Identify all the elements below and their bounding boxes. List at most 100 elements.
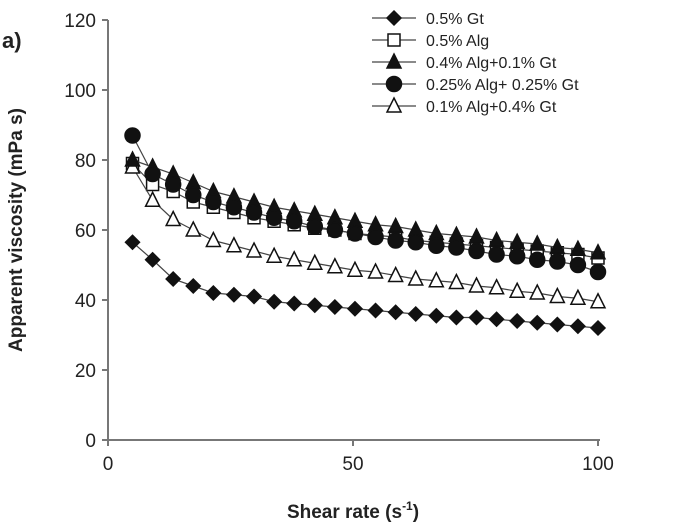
series-3 — [124, 127, 607, 281]
data-point-triangle — [144, 190, 161, 207]
axes: 0 20 40 60 80 100 120 0 50 100 — [64, 11, 614, 475]
data-point-circle — [468, 242, 485, 260]
data-point-triangle — [225, 236, 243, 253]
legend: 0.5% Gt 0.5% Alg 0.4% Alg+0.1% Gt 0.25% Alg… — [372, 9, 579, 116]
panel-label: a) — [2, 28, 22, 53]
x-tick-label: 50 — [342, 454, 363, 475]
data-point-triangle — [164, 209, 182, 227]
data-point-triangle — [245, 241, 263, 258]
series-line — [132, 163, 599, 259]
data-point-circle — [185, 186, 202, 204]
data-point-triangle — [367, 262, 384, 279]
data-point-triangle — [387, 265, 404, 283]
data-point-diamond — [549, 316, 566, 333]
x-tick-label: 100 — [582, 454, 614, 475]
data-point-triangle — [488, 278, 505, 295]
data-point-circle — [124, 127, 141, 144]
legend-label: 0.5% Alg — [426, 33, 489, 50]
legend-label: 0.4% Alg+0.1% Gt — [426, 55, 557, 72]
data-point-triangle — [385, 52, 403, 69]
data-point-circle — [385, 75, 403, 93]
data-point-circle — [428, 237, 445, 254]
y-tick-label: 0 — [85, 431, 96, 452]
data-point-circle — [488, 246, 505, 263]
data-point-circle — [569, 256, 587, 274]
data-point-diamond — [346, 300, 364, 317]
legend-label: 0.25% Alg+ 0.25% Gt — [426, 77, 579, 94]
data-point-circle — [285, 213, 303, 230]
data-point-circle — [367, 228, 384, 246]
data-point-circle — [448, 239, 465, 256]
y-axis-label: Apparent viscosity (mPa s) — [6, 108, 27, 352]
data-point-circle — [387, 232, 404, 249]
data-point-circle — [306, 218, 324, 235]
series-line — [132, 159, 599, 254]
data-point-diamond — [124, 234, 141, 251]
data-point-diamond — [529, 314, 546, 331]
data-point-circle — [346, 225, 364, 242]
data-point-circle — [265, 209, 283, 226]
data-point-diamond — [225, 286, 242, 303]
data-point-triangle — [407, 269, 424, 286]
data-point-diamond — [448, 309, 465, 326]
data-point-triangle — [569, 239, 587, 256]
data-point-diamond — [367, 302, 384, 319]
data-point-triangle — [589, 243, 607, 260]
data-point-diamond — [488, 311, 505, 328]
data-point-triangle — [124, 150, 141, 167]
data-point-diamond — [387, 304, 404, 321]
data-point-diamond — [306, 297, 323, 314]
x-tick-label: 0 — [103, 454, 114, 475]
data-point-diamond — [468, 309, 485, 326]
data-point-triangle — [448, 272, 465, 290]
data-point-diamond — [326, 298, 343, 316]
data-point-diamond — [407, 305, 424, 323]
data-point-diamond — [165, 270, 182, 288]
legend-item: 0.1% Alg+0.4% Gt — [372, 96, 557, 116]
legend-item: 0.5% Alg — [372, 33, 489, 50]
series-layer — [124, 127, 607, 337]
data-point-triangle — [549, 286, 566, 304]
y-tick-label: 80 — [75, 151, 96, 172]
legend-item: 0.25% Alg+ 0.25% Gt — [372, 75, 579, 94]
data-point-triangle — [529, 234, 546, 251]
data-point-diamond — [245, 288, 263, 305]
data-point-triangle — [185, 173, 202, 190]
data-point-diamond — [144, 251, 161, 268]
legend-label: 0.1% Alg+0.4% Gt — [426, 99, 557, 116]
data-point-circle — [528, 251, 546, 268]
legend-item: 0.4% Alg+0.1% Gt — [372, 52, 557, 72]
data-point-circle — [549, 253, 566, 270]
series-line — [132, 241, 599, 329]
data-point-diamond — [589, 319, 607, 337]
data-point-triangle — [529, 283, 546, 300]
data-point-circle — [164, 176, 182, 193]
x-axis-label: Shear rate (s-1) — [287, 499, 419, 523]
data-point-circle — [407, 234, 424, 251]
data-point-triangle — [508, 281, 526, 298]
data-point-triangle — [346, 260, 364, 277]
data-point-square — [387, 33, 401, 47]
legend-item: 0.5% Gt — [372, 9, 484, 28]
data-point-triangle — [589, 292, 607, 309]
data-point-diamond — [509, 312, 526, 330]
y-tick-label: 20 — [75, 361, 96, 382]
data-point-triangle — [306, 253, 323, 270]
data-point-circle — [589, 263, 607, 281]
y-tick-label: 100 — [64, 81, 96, 102]
series-2 — [124, 150, 607, 260]
data-point-diamond — [185, 277, 202, 295]
data-point-triangle — [205, 230, 222, 248]
data-point-diamond — [286, 295, 303, 312]
data-point-circle — [508, 248, 526, 265]
y-tick-label: 40 — [75, 291, 96, 312]
data-point-diamond — [266, 293, 283, 310]
data-point-triangle — [185, 220, 202, 237]
series-0 — [124, 234, 607, 337]
legend-label: 0.5% Gt — [426, 11, 484, 28]
data-point-triangle — [428, 271, 445, 288]
data-point-diamond — [385, 9, 403, 27]
y-tick-label: 60 — [75, 221, 96, 242]
data-point-triangle — [569, 288, 587, 305]
